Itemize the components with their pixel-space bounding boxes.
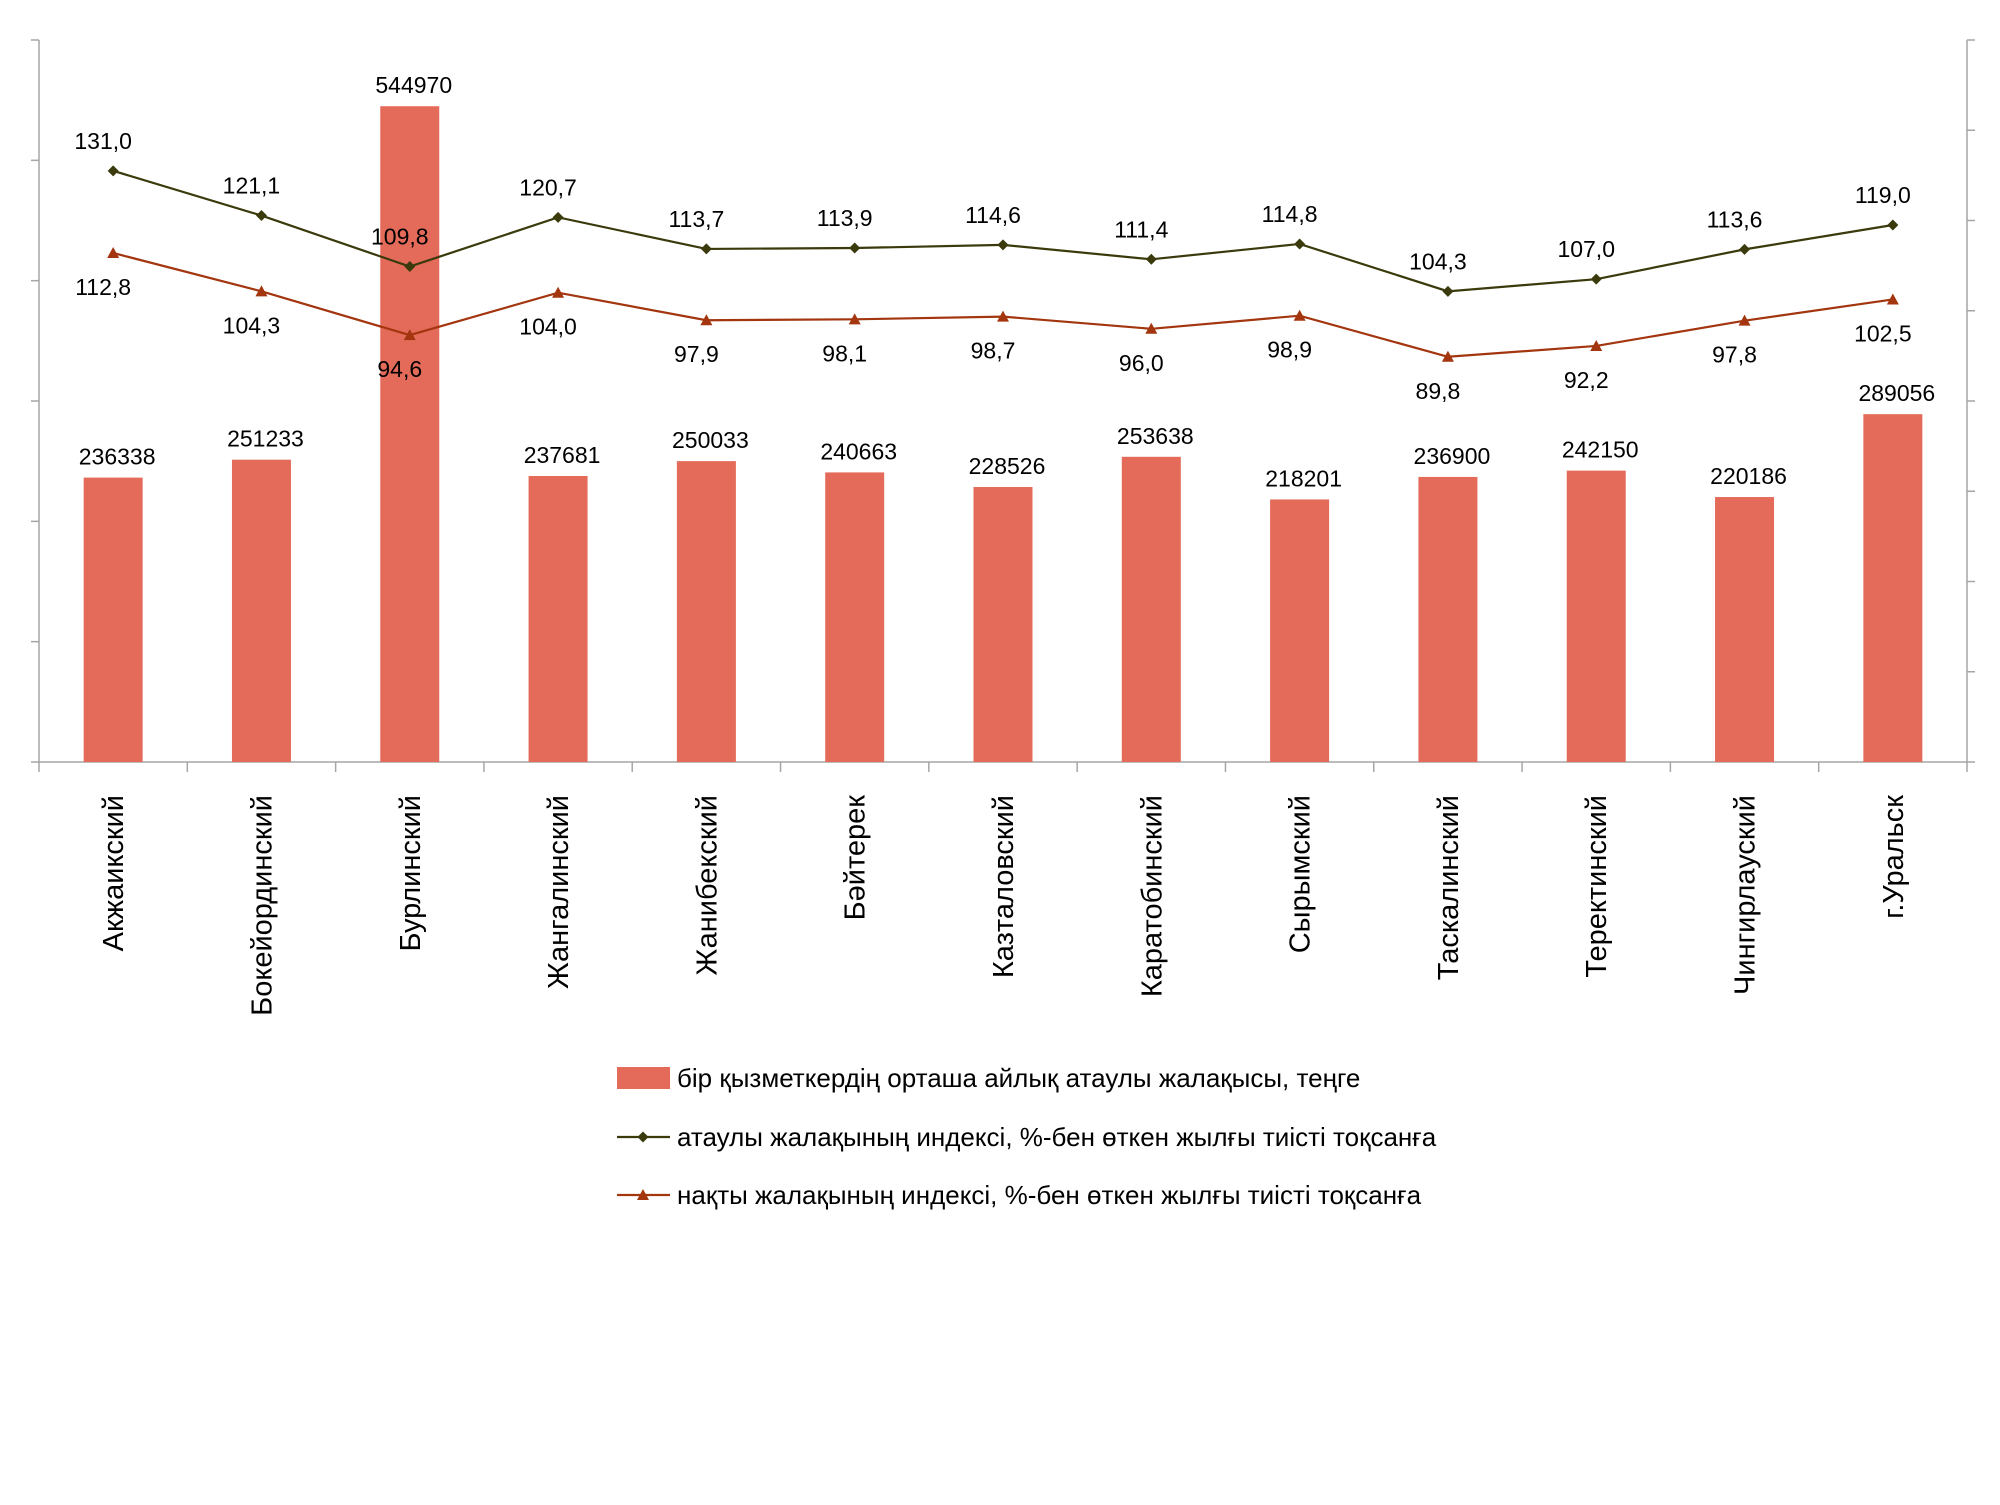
- real-index-label: 94,6: [377, 356, 422, 382]
- line-point-triangle: [1738, 314, 1751, 326]
- nominal-index-label: 120,7: [519, 174, 577, 200]
- line-point-triangle: [552, 286, 565, 298]
- line-point-diamond: [1442, 285, 1454, 297]
- category-label: Бокейординский: [246, 795, 278, 1016]
- nominal-index-label: 119,0: [1855, 182, 1911, 208]
- legend-swatch-bar: [617, 1067, 670, 1089]
- line-point-triangle: [1441, 350, 1454, 362]
- real-index-label: 104,3: [223, 312, 281, 338]
- nominal-index-label: 121,1: [223, 173, 281, 199]
- real-index-label: 112,8: [75, 274, 131, 300]
- real-index-label: 98,9: [1267, 337, 1312, 363]
- bar: [231, 459, 291, 762]
- legend-label: атаулы жалақының индексі, %-бен өткен жы…: [677, 1122, 1437, 1152]
- bar: [1121, 456, 1181, 762]
- line-point-diamond: [1145, 253, 1157, 265]
- bar: [825, 472, 885, 762]
- line-point-diamond: [700, 243, 712, 255]
- nominal-index-label: 109,8: [371, 224, 429, 250]
- real-index-label: 102,5: [1854, 320, 1912, 346]
- line-point-diamond: [1739, 243, 1751, 255]
- line-point-triangle: [997, 310, 1009, 322]
- line-point-diamond: [1590, 273, 1602, 285]
- bar: [528, 475, 588, 762]
- real-index-label: 96,0: [1119, 350, 1164, 376]
- bar-value-label: 240663: [820, 438, 897, 464]
- category-label: Акжаикский: [98, 795, 130, 951]
- bar: [380, 106, 440, 763]
- category-label: Жангалинский: [543, 795, 575, 989]
- real-index-label: 98,7: [971, 338, 1016, 364]
- nominal-index-label: 114,8: [1262, 201, 1318, 227]
- nominal-index-label: 114,6: [965, 202, 1021, 228]
- category-label: Жанибекский: [691, 795, 723, 975]
- line-point-diamond: [1887, 219, 1899, 231]
- legend-marker-diamond: [637, 1131, 649, 1143]
- line-point-triangle: [1293, 309, 1306, 321]
- bar-value-label: 236338: [79, 444, 156, 470]
- line-point-triangle: [107, 246, 120, 258]
- bar-value-label: 544970: [375, 72, 452, 98]
- nominal-index-label: 113,6: [1707, 206, 1763, 232]
- bar: [1863, 414, 1923, 762]
- line-point-diamond: [849, 242, 861, 254]
- real-index-label: 97,9: [674, 341, 719, 367]
- line-point-triangle: [255, 285, 268, 297]
- category-label: Чингирлауский: [1730, 795, 1762, 995]
- category-label: Теректинский: [1581, 795, 1613, 978]
- legend-marker-triangle: [637, 1189, 649, 1200]
- bar-value-label: 251233: [227, 426, 304, 452]
- bar: [1715, 497, 1775, 762]
- bar-value-label: 289056: [1858, 380, 1935, 406]
- category-label: Каратобинский: [1136, 795, 1168, 997]
- nominal-index-label: 107,0: [1557, 236, 1615, 262]
- line-point-triangle: [700, 314, 713, 326]
- real-index-label: 104,0: [519, 314, 577, 340]
- bar-value-label: 228526: [969, 453, 1046, 479]
- real-index-label: 97,8: [1712, 342, 1757, 368]
- line-point-triangle: [1886, 293, 1899, 305]
- bar-value-label: 242150: [1562, 437, 1639, 463]
- category-label: г.Уральск: [1878, 795, 1910, 919]
- line-point-diamond: [997, 239, 1009, 251]
- bar-value-label: 236900: [1414, 443, 1491, 469]
- nominal-index-label: 104,3: [1409, 248, 1467, 274]
- nominal-index-label: 131,0: [74, 128, 132, 154]
- category-label: Сырымский: [1285, 795, 1317, 953]
- bar: [676, 461, 736, 762]
- line-point-triangle: [848, 313, 861, 325]
- bar-value-label: 253638: [1117, 423, 1194, 449]
- real-index-label: 89,8: [1416, 378, 1461, 404]
- bar-value-label: 237681: [524, 442, 601, 468]
- category-label: Бурлинский: [395, 795, 427, 951]
- line-point-diamond: [255, 210, 267, 222]
- nominal-index-label: 113,9: [817, 205, 873, 231]
- bar: [1418, 476, 1478, 762]
- legend-label: бір қызметкердің орташа айлық атаулы жал…: [677, 1063, 1360, 1093]
- real-index-label: 92,2: [1564, 367, 1609, 393]
- bar-value-label: 218201: [1265, 465, 1342, 491]
- category-label: Казталовский: [988, 795, 1020, 978]
- bar-value-label: 220186: [1710, 463, 1787, 489]
- category-label: Таскалинский: [1433, 795, 1465, 980]
- legend-label: нақты жалақының индексі, %-бен өткен жыл…: [677, 1180, 1422, 1210]
- real-index-label: 98,1: [822, 340, 867, 366]
- category-label: Бәйтерек: [840, 795, 872, 921]
- bar-value-label: 250033: [672, 427, 749, 453]
- line-point-diamond: [1294, 238, 1306, 250]
- line-point-triangle: [403, 329, 416, 341]
- line-point-triangle: [1590, 339, 1603, 351]
- bar: [1566, 470, 1626, 762]
- line-point-diamond: [107, 165, 119, 177]
- bar: [1270, 499, 1330, 762]
- line-point-triangle: [1145, 322, 1158, 334]
- nominal-index-label: 113,7: [668, 206, 724, 232]
- line-point-diamond: [404, 261, 416, 273]
- nominal-index-label: 111,4: [1114, 216, 1168, 242]
- line-point-diamond: [552, 211, 564, 223]
- bar: [83, 477, 143, 762]
- bar: [973, 487, 1033, 762]
